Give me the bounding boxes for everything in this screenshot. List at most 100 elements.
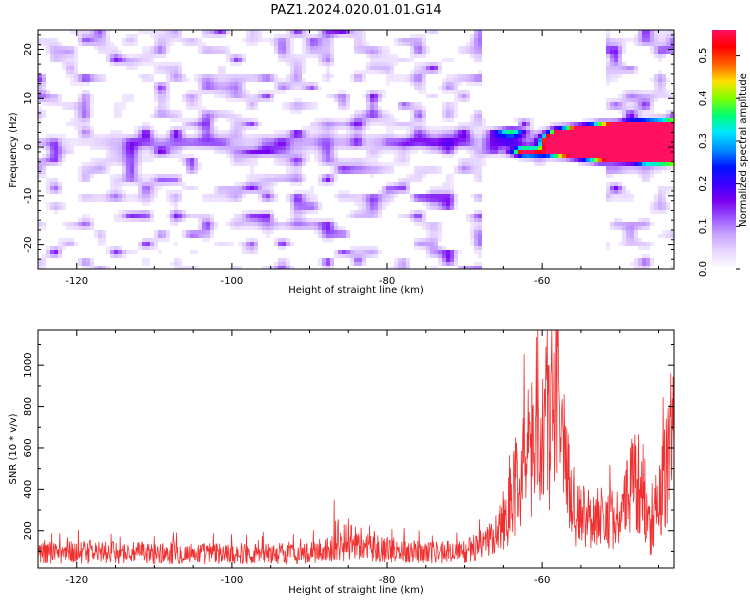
heatmap-cell — [254, 186, 258, 190]
heatmap-cell — [606, 78, 610, 82]
heatmap-cell — [230, 134, 234, 138]
heatmap-cell — [670, 162, 674, 166]
heatmap-cell — [90, 30, 94, 34]
heatmap-cell — [66, 222, 70, 226]
heatmap-cell — [374, 90, 378, 94]
heatmap-cell — [82, 106, 86, 110]
heatmap-cell — [262, 142, 266, 146]
heatmap-cell — [450, 186, 454, 190]
heatmap-cell — [146, 46, 150, 50]
heatmap-cell — [370, 90, 374, 94]
heatmap-cell — [358, 198, 362, 202]
heatmap-cell — [394, 118, 398, 122]
heatmap-cell — [182, 266, 186, 269]
heatmap-cell — [62, 202, 66, 206]
heatmap-cell — [374, 114, 378, 118]
heatmap-cell — [618, 190, 622, 194]
heatmap-cell — [434, 70, 438, 74]
heatmap-cell — [642, 30, 646, 34]
heatmap-cell — [102, 42, 106, 46]
heatmap-cell — [114, 186, 118, 190]
heatmap-cell — [386, 166, 390, 170]
heatmap-cell — [426, 142, 430, 146]
heatmap-cell — [314, 82, 318, 86]
heatmap-cell — [366, 214, 370, 218]
heatmap-cell — [194, 90, 198, 94]
heatmap-cell — [226, 78, 230, 82]
heatmap-cell — [318, 262, 322, 266]
heatmap-cell — [114, 54, 118, 58]
heatmap-cell — [222, 50, 226, 54]
heatmap-cell — [342, 198, 346, 202]
heatmap-cell — [46, 182, 50, 186]
heatmap-cell — [282, 258, 286, 262]
heatmap-cell — [610, 226, 614, 230]
heatmap-cell — [82, 174, 86, 178]
x-tick-label: -60 — [534, 575, 550, 586]
heatmap-cell — [638, 114, 642, 118]
heatmap-cell — [666, 146, 670, 150]
heatmap-cell — [430, 230, 434, 234]
heatmap-cell — [202, 106, 206, 110]
heatmap-cell — [70, 150, 74, 154]
heatmap-cell — [102, 50, 106, 54]
heatmap-cell — [46, 254, 50, 258]
heatmap-cell — [650, 126, 654, 130]
heatmap-cell — [270, 78, 274, 82]
heatmap-cell — [146, 150, 150, 154]
heatmap-cell — [406, 150, 410, 154]
heatmap-cell — [62, 50, 66, 54]
heatmap-cell — [410, 118, 414, 122]
heatmap-cell — [438, 66, 442, 70]
heatmap-cell — [242, 214, 246, 218]
heatmap-cell — [426, 50, 430, 54]
heatmap-cell — [154, 134, 158, 138]
heatmap-cell — [622, 234, 626, 238]
heatmap-cell — [630, 98, 634, 102]
heatmap-cell — [338, 94, 342, 98]
heatmap-cell — [234, 182, 238, 186]
heatmap-cell — [586, 158, 590, 162]
heatmap-cell — [282, 50, 286, 54]
heatmap-cell — [286, 238, 290, 242]
heatmap-cell — [370, 66, 374, 70]
heatmap-cell — [398, 134, 402, 138]
heatmap-cell — [522, 146, 526, 150]
heatmap-cell — [86, 258, 90, 262]
heatmap-cell — [418, 86, 422, 90]
x-tick-label: -100 — [221, 276, 244, 287]
heatmap-cell — [234, 122, 238, 126]
heatmap-cell — [110, 254, 114, 258]
heatmap-cell — [82, 266, 86, 269]
heatmap-cell — [626, 238, 630, 242]
heatmap-cell — [218, 86, 222, 90]
heatmap-cell — [470, 146, 474, 150]
heatmap-cell — [158, 146, 162, 150]
heatmap-cell — [642, 142, 646, 146]
heatmap-cell — [50, 186, 54, 190]
heatmap-cell — [418, 114, 422, 118]
heatmap-cell — [102, 230, 106, 234]
heatmap-cell — [454, 86, 458, 90]
heatmap-cell — [622, 162, 626, 166]
heatmap-cell — [278, 58, 282, 62]
heatmap-cell — [298, 62, 302, 66]
heatmap-cell — [118, 150, 122, 154]
heatmap-cell — [298, 134, 302, 138]
heatmap-cell — [610, 146, 614, 150]
heatmap-cell — [518, 154, 522, 158]
heatmap-cell — [166, 154, 170, 158]
heatmap-cell — [510, 146, 514, 150]
heatmap-cell — [98, 158, 102, 162]
heatmap-cell — [370, 70, 374, 74]
heatmap-cell — [146, 174, 150, 178]
heatmap-cell — [46, 46, 50, 50]
heatmap-cell — [150, 210, 154, 214]
heatmap-cell — [406, 122, 410, 126]
heatmap-cell — [142, 130, 146, 134]
heatmap-cell — [418, 218, 422, 222]
heatmap-cell — [166, 70, 170, 74]
heatmap-cell — [534, 154, 538, 158]
heatmap-cell — [638, 218, 642, 222]
heatmap-cell — [370, 154, 374, 158]
